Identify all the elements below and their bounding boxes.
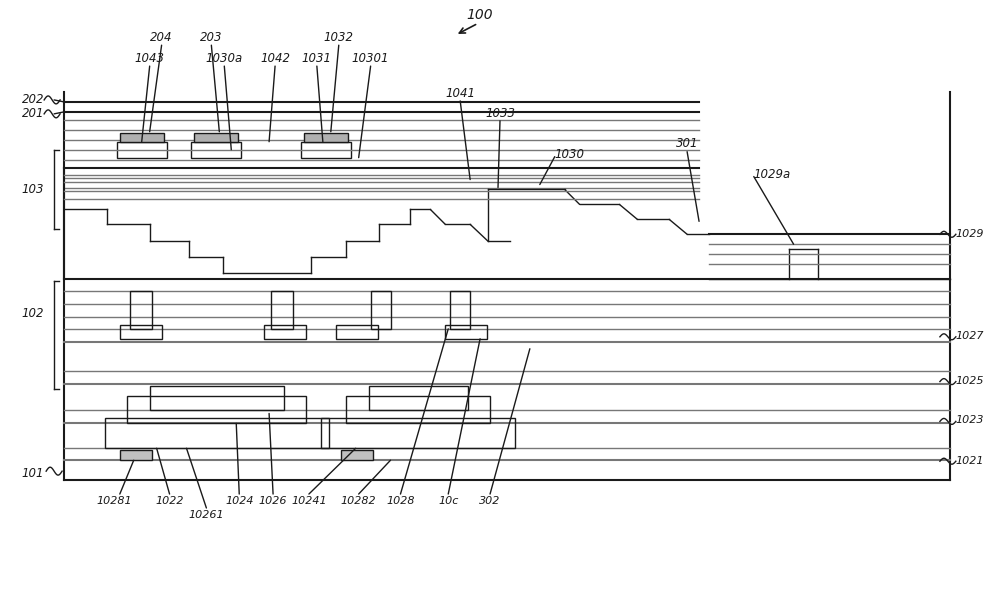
Text: 1030: 1030 (555, 148, 585, 161)
Text: 10301: 10301 (352, 52, 389, 65)
Text: 1030a: 1030a (206, 52, 243, 65)
Bar (341, 450, 373, 460)
Bar (271, 291, 293, 329)
Text: 1029a: 1029a (754, 168, 791, 181)
Bar (120, 133, 164, 142)
Bar (336, 325, 378, 339)
Text: 1033: 1033 (485, 107, 515, 120)
Text: 1031: 1031 (302, 52, 332, 65)
Text: 1032: 1032 (324, 31, 354, 44)
Text: 1026: 1026 (259, 496, 287, 506)
Text: 301: 301 (676, 137, 698, 150)
Text: 1027: 1027 (956, 331, 984, 341)
Bar (120, 450, 152, 460)
Bar (191, 142, 241, 158)
Text: 1029: 1029 (956, 229, 984, 239)
Text: 302: 302 (479, 496, 501, 506)
Text: 201: 201 (22, 107, 44, 120)
Bar (445, 325, 487, 339)
Bar (120, 325, 162, 339)
Text: 10241: 10241 (291, 496, 327, 506)
Text: 10c: 10c (438, 496, 458, 506)
Text: 10281: 10281 (96, 496, 132, 506)
Text: 100: 100 (467, 8, 493, 22)
Text: 204: 204 (150, 31, 173, 44)
Bar (321, 418, 515, 448)
Text: 101: 101 (22, 466, 44, 479)
Bar (117, 142, 167, 158)
Text: 102: 102 (22, 307, 44, 320)
Bar (194, 133, 238, 142)
Bar (127, 396, 306, 423)
Bar (264, 325, 306, 339)
Text: 1023: 1023 (956, 415, 984, 425)
Bar (301, 142, 351, 158)
Text: 10261: 10261 (189, 510, 224, 520)
Text: 202: 202 (22, 94, 44, 107)
Text: 1041: 1041 (445, 87, 475, 100)
Bar (450, 291, 470, 329)
Text: 1021: 1021 (956, 456, 984, 466)
Bar (304, 133, 348, 142)
Text: 1028: 1028 (386, 496, 415, 506)
Bar (150, 386, 284, 411)
Bar (346, 396, 490, 423)
Bar (369, 386, 468, 411)
Bar (371, 291, 391, 329)
Bar (130, 291, 152, 329)
Text: 1025: 1025 (956, 376, 984, 386)
Text: 10282: 10282 (341, 496, 376, 506)
Text: 103: 103 (22, 183, 44, 196)
Text: 203: 203 (200, 31, 223, 44)
Text: 1043: 1043 (135, 52, 165, 65)
Text: 1024: 1024 (225, 496, 253, 506)
Text: 1022: 1022 (155, 496, 184, 506)
Text: 1042: 1042 (260, 52, 290, 65)
Bar (105, 418, 329, 448)
